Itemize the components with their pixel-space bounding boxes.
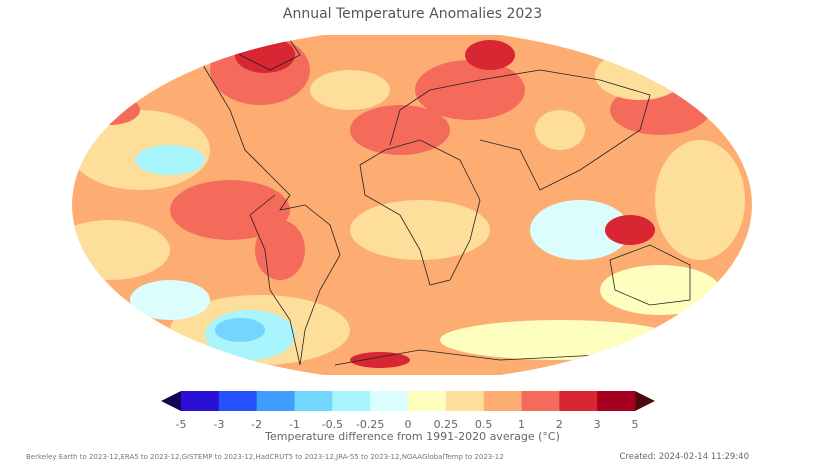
colorbar-swatch (483, 391, 522, 411)
colorbar-tick-label: 0.5 (475, 418, 493, 430)
colorbar: -5 -3 -2 -1 -0.5 -0.25 0 0.25 0.5 1 2 3 5 (161, 391, 655, 430)
colorbar-tick-label: 2 (556, 418, 563, 430)
data-sources: Berkeley Earth to 2023-12,ERA5 to 2023-1… (26, 453, 504, 461)
map-title: Annual Temperature Anomalies 2023 (282, 6, 543, 22)
colorbar-over-triangle (635, 391, 655, 411)
colorbar-swatch (445, 391, 485, 411)
colorbar-tick-label: 5 (632, 418, 639, 430)
colorbar-tick-label: 0 (405, 418, 412, 430)
colorbar-tick-label: 0.25 (434, 418, 459, 430)
temperature-anomaly-map (72, 35, 752, 375)
colorbar-swatch (559, 391, 598, 411)
colorbar-swatch (521, 391, 560, 411)
colorbar-tick-label: 3 (594, 418, 601, 430)
colorbar-swatch (332, 391, 371, 411)
colorbar-swatch (408, 391, 447, 411)
created-timestamp: Created: 2024-02-14 11:29:40 (619, 452, 749, 462)
colorbar-tick-label: -0.25 (356, 418, 384, 430)
colorbar-tick-label: -5 (176, 418, 187, 430)
colorbar-swatch (218, 391, 258, 411)
colorbar-tick-label: -1 (289, 418, 300, 430)
colorbar-under-triangle (161, 391, 181, 411)
colorbar-tick-label: -0.5 (322, 418, 343, 430)
colorbar-swatch (256, 391, 295, 411)
colorbar-swatch (597, 391, 636, 411)
colorbar-tick-label: 1 (518, 418, 525, 430)
colorbar-label: Temperature difference from 1991-2020 av… (265, 430, 560, 443)
colorbar-tick-label: -2 (251, 418, 262, 430)
colorbar-swatch (181, 391, 220, 411)
colorbar-tick-label: -3 (213, 418, 224, 430)
colorbar-swatch (294, 391, 333, 411)
colorbar-swatch (370, 391, 409, 411)
